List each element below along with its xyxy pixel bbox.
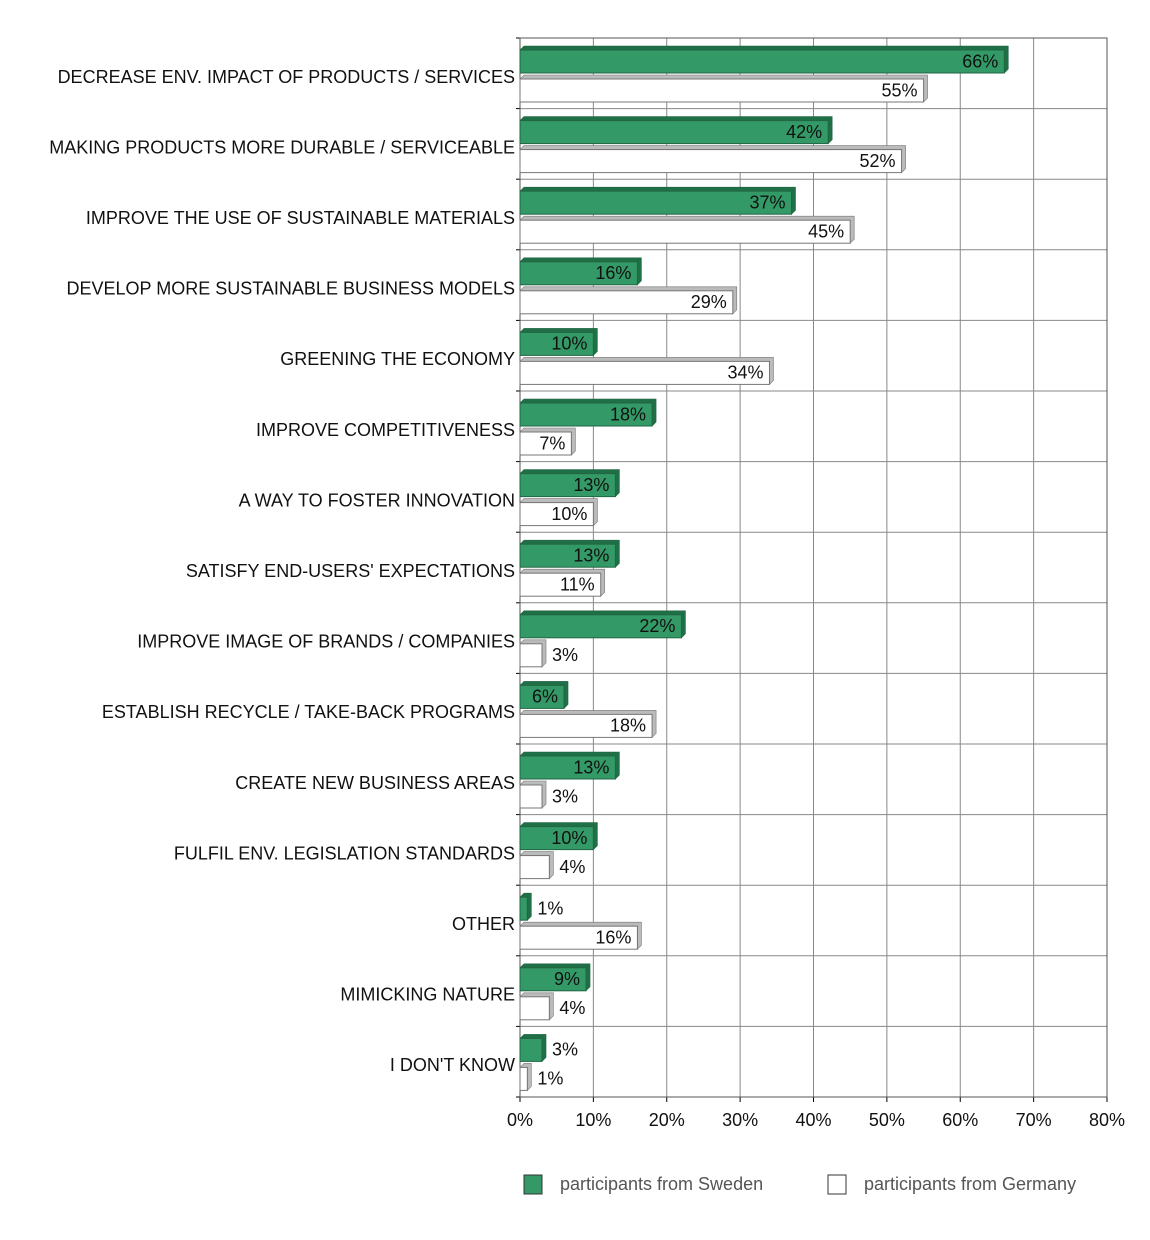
value-label: 3%: [552, 786, 578, 806]
value-label: 13%: [573, 545, 609, 565]
category-label: OTHER: [452, 914, 515, 934]
x-tick-label: 20%: [649, 1110, 685, 1130]
legend-text: participants from Sweden: [560, 1174, 763, 1194]
category-label: IMPROVE COMPETITIVENESS: [256, 420, 515, 440]
value-label: 3%: [552, 645, 578, 665]
value-label: 45%: [808, 221, 844, 241]
value-label: 18%: [610, 404, 646, 424]
value-label: 55%: [882, 80, 918, 100]
bar: [519, 431, 572, 456]
category-label: I DON'T KNOW: [390, 1055, 515, 1075]
bar: [519, 684, 565, 709]
value-label: 1%: [537, 1069, 563, 1089]
bar: [519, 1066, 528, 1091]
bar: [519, 572, 602, 597]
value-label: 13%: [573, 757, 609, 777]
x-tick-label: 40%: [795, 1110, 831, 1130]
value-label: 16%: [595, 263, 631, 283]
category-label: A WAY TO FOSTER INNOVATION: [239, 490, 515, 510]
category-label: ESTABLISH RECYCLE / TAKE-BACK PROGRAMS: [102, 702, 515, 722]
value-label: 52%: [860, 151, 896, 171]
bar: [519, 996, 550, 1021]
bar: [519, 261, 638, 286]
x-tick-label: 50%: [869, 1110, 905, 1130]
bar: [519, 614, 682, 639]
bar: [519, 49, 1005, 74]
category-label: SATISFY END-USERS' EXPECTATIONS: [186, 561, 515, 581]
value-label: 10%: [551, 828, 587, 848]
bar: [519, 473, 616, 498]
bar: [519, 643, 543, 668]
legend-text: participants from Germany: [864, 1174, 1076, 1194]
bar: [519, 78, 925, 103]
bar: [519, 855, 550, 880]
value-label: 7%: [539, 433, 565, 453]
x-tick-label: 60%: [942, 1110, 978, 1130]
bar: [519, 967, 587, 992]
value-label: 4%: [559, 857, 585, 877]
category-label: CREATE NEW BUSINESS AREAS: [235, 773, 515, 793]
bar: [519, 120, 829, 145]
category-label: IMPROVE THE USE OF SUSTAINABLE MATERIALS: [86, 208, 515, 228]
value-label: 3%: [552, 1040, 578, 1060]
value-label: 16%: [595, 927, 631, 947]
bar: [519, 219, 851, 244]
x-tick-label: 80%: [1089, 1110, 1125, 1130]
bar: [519, 190, 792, 215]
value-label: 22%: [639, 616, 675, 636]
value-label: 37%: [749, 192, 785, 212]
category-label: MAKING PRODUCTS MORE DURABLE / SERVICEAB…: [49, 137, 515, 157]
bar: [519, 360, 770, 385]
x-tick-label: 10%: [575, 1110, 611, 1130]
value-label: 10%: [551, 504, 587, 524]
category-label: GREENING THE ECONOMY: [280, 349, 515, 369]
legend-swatch: [523, 1174, 543, 1195]
bar: [519, 784, 543, 809]
value-label: 13%: [573, 475, 609, 495]
category-label: DECREASE ENV. IMPACT OF PRODUCTS / SERVI…: [58, 67, 515, 87]
value-label: 18%: [610, 716, 646, 736]
bar: [519, 1037, 543, 1062]
value-label: 10%: [551, 334, 587, 354]
value-label: 1%: [537, 898, 563, 918]
bar: [519, 755, 616, 780]
x-tick-label: 0%: [507, 1110, 533, 1130]
bar: [519, 502, 594, 527]
bar: [519, 826, 594, 851]
legend-swatch: [827, 1174, 847, 1195]
bar: [519, 149, 903, 174]
bar: [519, 925, 638, 950]
bar: [519, 331, 594, 356]
bar: [519, 896, 528, 921]
value-label: 11%: [560, 574, 595, 594]
bar: [519, 543, 616, 568]
value-label: 42%: [786, 122, 822, 142]
value-label: 66%: [962, 51, 998, 71]
value-label: 4%: [559, 998, 585, 1018]
bar: [519, 290, 734, 315]
x-tick-label: 30%: [722, 1110, 758, 1130]
bar: [519, 402, 653, 427]
value-label: 34%: [727, 363, 763, 383]
value-label: 6%: [532, 687, 558, 707]
x-tick-label: 70%: [1016, 1110, 1052, 1130]
category-label: IMPROVE IMAGE OF BRANDS / COMPANIES: [137, 632, 515, 652]
category-label: DEVELOP MORE SUSTAINABLE BUSINESS MODELS: [67, 279, 515, 299]
value-label: 9%: [554, 969, 580, 989]
bar: [519, 713, 653, 738]
category-label: FULFIL ENV. LEGISLATION STANDARDS: [174, 843, 515, 863]
category-label: MIMICKING NATURE: [340, 985, 515, 1005]
value-label: 29%: [691, 292, 727, 312]
